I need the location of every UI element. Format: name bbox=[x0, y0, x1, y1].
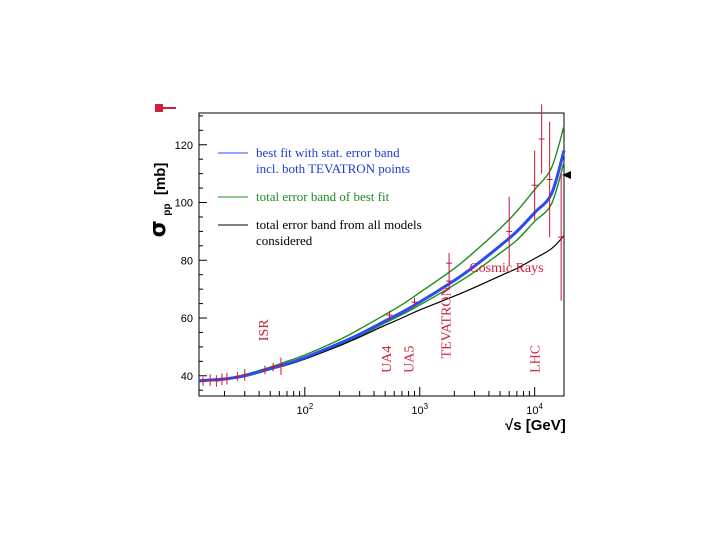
annotation-label: ISR bbox=[257, 319, 272, 341]
y-axis-symbol: σ bbox=[146, 220, 171, 237]
red-marker-icon bbox=[155, 104, 163, 112]
data-points bbox=[199, 104, 565, 387]
axis-ticks: 40 60 80 100 120 102 103 104 bbox=[175, 115, 544, 417]
x-axis-sqrt: √ bbox=[505, 417, 514, 434]
x-axis-rest: s [GeV] bbox=[513, 417, 566, 434]
y-axis-title: σ pp [mb] bbox=[146, 163, 174, 238]
x-axis-title: √s [GeV] bbox=[505, 417, 566, 434]
annotation-label: Cosmic Rays bbox=[469, 261, 543, 276]
annotation-label: TEVATRON bbox=[439, 286, 454, 358]
y-tick-label: 40 bbox=[181, 371, 193, 383]
x-tick-label: 103 bbox=[411, 402, 428, 417]
annotation-label: LHC bbox=[528, 345, 543, 373]
annotation-label: UA4 bbox=[380, 346, 395, 373]
legend-label: best fit with stat. error band bbox=[256, 145, 400, 160]
plot-frame bbox=[198, 112, 565, 397]
legend-label: considered bbox=[256, 233, 313, 248]
annotation-label: UA5 bbox=[402, 346, 417, 373]
y-axis-unit: [mb] bbox=[152, 163, 169, 196]
y-tick-label: 120 bbox=[175, 140, 193, 152]
y-tick-label: 100 bbox=[175, 198, 193, 210]
arrow-marker-icon bbox=[562, 171, 571, 179]
y-tick-label: 80 bbox=[181, 255, 193, 267]
legend-label: total error band of best fit bbox=[256, 189, 390, 204]
x-tick-label: 102 bbox=[296, 402, 313, 417]
x-tick-label: 104 bbox=[526, 402, 543, 417]
series-best-fit-band bbox=[198, 150, 566, 383]
legend-label: total error band from all models bbox=[256, 217, 422, 232]
fit-bands bbox=[198, 125, 566, 383]
y-axis-subscript: pp bbox=[162, 204, 173, 216]
y-tick-label: 60 bbox=[181, 313, 193, 325]
annotations: ISR UA4 UA5 TEVATRON LHC Cosmic Rays bbox=[257, 261, 543, 373]
legend-label: incl. both TEVATRON points bbox=[256, 161, 410, 176]
